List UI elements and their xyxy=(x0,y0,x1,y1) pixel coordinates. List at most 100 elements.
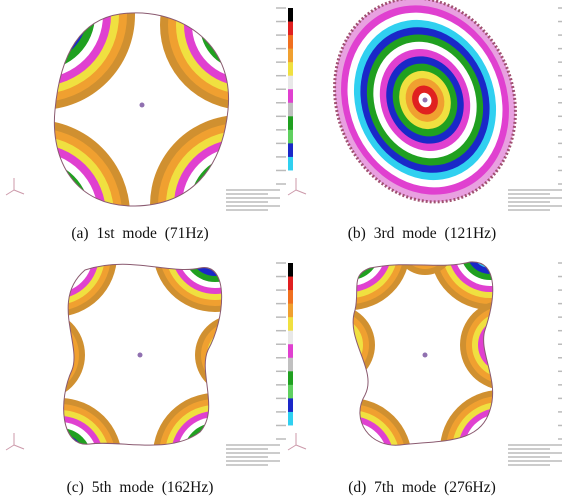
caption: (d) 7th mode (276Hz) xyxy=(348,479,496,496)
caption: (b) 3rd mode (121Hz) xyxy=(348,225,496,242)
axis-triad xyxy=(6,445,14,450)
colorbar-segment xyxy=(288,317,293,331)
colorbar-segment xyxy=(288,62,293,76)
contour-band xyxy=(302,202,398,298)
contour-band xyxy=(214,179,266,231)
axis-triad xyxy=(296,445,306,449)
contour-band xyxy=(488,438,512,462)
colorbar-segment xyxy=(288,157,293,171)
contour-band xyxy=(330,440,370,480)
contour-band xyxy=(231,351,239,359)
contour-band xyxy=(482,432,518,468)
contour-band xyxy=(224,4,266,46)
colorbar-segment xyxy=(288,35,293,49)
center-marker xyxy=(423,353,428,358)
contour-plot xyxy=(304,0,545,229)
contour-band xyxy=(5,205,105,305)
contour-band xyxy=(174,139,306,271)
contour-band xyxy=(183,423,247,487)
contour-band xyxy=(325,335,345,355)
colorbar-segment xyxy=(288,103,293,117)
colorbar-segment xyxy=(288,425,293,439)
contour-band xyxy=(189,429,241,481)
colorbar-segment xyxy=(288,304,293,318)
contour-band xyxy=(207,327,263,383)
colorbar-segment xyxy=(288,22,293,36)
contour-band xyxy=(470,420,530,480)
contour-band xyxy=(484,324,526,366)
contour-band xyxy=(0,199,111,311)
contour-band xyxy=(195,435,235,475)
axis-triad xyxy=(14,190,24,194)
colorbar-segment xyxy=(288,371,293,385)
center-marker xyxy=(138,353,143,358)
axis-triad xyxy=(14,445,24,449)
colorbar-segment xyxy=(288,385,293,399)
contour-band xyxy=(7,322,73,388)
colorbar-segment xyxy=(288,263,293,277)
contour-band xyxy=(464,414,536,486)
contour-band xyxy=(37,352,43,358)
contour-band xyxy=(319,329,351,361)
axis-triad xyxy=(288,190,296,195)
contour-band xyxy=(1,0,79,54)
colorbar-segment xyxy=(288,331,293,345)
contour-band xyxy=(13,328,67,382)
colorbar-segment xyxy=(288,116,293,130)
contour-band xyxy=(496,336,514,354)
colorbar-segment xyxy=(288,143,293,157)
contour-band xyxy=(490,330,520,360)
contour-band xyxy=(201,321,269,389)
contour-band xyxy=(225,345,245,365)
contour-band xyxy=(290,190,410,310)
colorbar-segment xyxy=(288,49,293,63)
contour-band xyxy=(41,241,69,269)
contour-band xyxy=(216,0,274,54)
contour-band xyxy=(476,426,524,474)
axis-triad xyxy=(296,190,306,194)
contour-band xyxy=(336,446,364,474)
colorbar-segment xyxy=(288,130,293,144)
contour-band xyxy=(308,208,392,292)
contour-band xyxy=(0,176,74,254)
contour-band xyxy=(198,163,282,247)
contour-band xyxy=(219,339,251,371)
contour-band xyxy=(31,346,49,364)
contour-band xyxy=(296,196,404,304)
contour-band xyxy=(307,317,363,373)
center-marker xyxy=(423,98,428,103)
contour-band xyxy=(201,441,229,469)
colorbar-segment xyxy=(288,76,293,90)
axis-triad xyxy=(288,445,296,450)
caption: (a) 1st mode (71Hz) xyxy=(71,225,208,242)
colorbar-segment xyxy=(288,412,293,426)
colorbar-segment xyxy=(288,277,293,291)
contour-band xyxy=(0,168,82,262)
mode-plots xyxy=(0,0,562,504)
contour-band xyxy=(331,341,339,349)
contour-band xyxy=(182,147,298,263)
colorbar-segment xyxy=(288,170,293,184)
contour-band xyxy=(46,446,74,474)
colorbar-segment xyxy=(288,344,293,358)
contour-band xyxy=(19,334,61,376)
contour-band xyxy=(40,440,80,480)
contour-band xyxy=(206,171,274,239)
contour-band xyxy=(25,340,55,370)
contour-band xyxy=(9,0,71,46)
contour-band xyxy=(150,115,330,295)
axis-triad xyxy=(6,190,14,195)
contour-band xyxy=(213,333,257,377)
colorbar-segment xyxy=(288,8,293,22)
center-marker xyxy=(140,103,145,108)
colorbar-segment xyxy=(288,358,293,372)
contour-band xyxy=(502,342,508,348)
contour-band xyxy=(4,184,66,246)
colorbar-segment xyxy=(288,290,293,304)
figure: (a) 1st mode (71Hz) (b) 3rd mode (121Hz)… xyxy=(0,0,562,504)
contour-band xyxy=(158,123,322,287)
colorbar-segment xyxy=(288,89,293,103)
colorbar-segment xyxy=(288,398,293,412)
contour-band xyxy=(313,323,357,367)
caption: (c) 5th mode (162Hz) xyxy=(67,479,214,496)
